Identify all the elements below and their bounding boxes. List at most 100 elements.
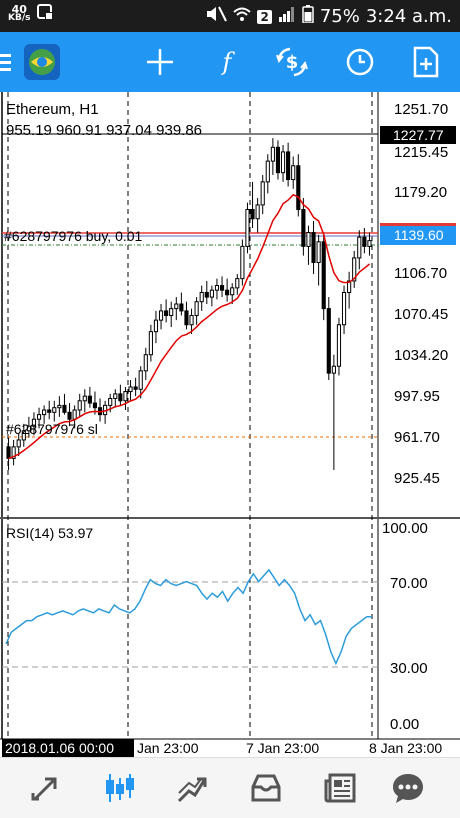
- screenshot-icon: [36, 3, 54, 25]
- candle-body: [301, 209, 306, 247]
- candle-body: [347, 280, 352, 293]
- candle-body: [199, 291, 204, 303]
- dollar-arrows-icon[interactable]: $: [272, 42, 312, 82]
- bottom-navigation: [0, 757, 460, 818]
- candle-body: [245, 209, 250, 247]
- candle-body: [367, 240, 372, 247]
- current-price-value: 1139.60: [394, 227, 444, 243]
- candle-body: [250, 209, 255, 220]
- status-bar: 40 KB/s 2 75% 3:24 a.m.: [0, 0, 460, 32]
- price-tick: 925.45: [394, 470, 440, 487]
- chart-area[interactable]: Ethereum, H1 955.19 960.91 937.04 939.86…: [0, 92, 460, 757]
- candle-body: [336, 324, 342, 367]
- clock-time: 3:24 a.m.: [365, 6, 452, 27]
- candlestick-series: [6, 138, 372, 470]
- candle-body: [235, 278, 240, 289]
- candle-body: [47, 409, 52, 413]
- candle-body: [362, 236, 367, 247]
- candle-body: [36, 414, 42, 420]
- candle-body: [133, 386, 138, 390]
- candle-body: [52, 407, 57, 413]
- battery-icon: [302, 5, 314, 28]
- stop-loss-label: #628797976 sl: [6, 421, 98, 437]
- rsi-line: [5, 568, 373, 666]
- time-tick: Jan 23:00: [137, 740, 199, 756]
- candle-body: [77, 400, 82, 411]
- candle-body: [189, 315, 194, 326]
- candle-body: [255, 204, 260, 220]
- chart-canvas[interactable]: Ethereum, H1 955.19 960.91 937.04 939.86…: [0, 92, 460, 757]
- candle-body: [67, 411, 72, 420]
- candle-body: [204, 291, 209, 298]
- price-tick: 1070.45: [394, 306, 448, 323]
- symbol-label: Ethereum, H1: [6, 101, 99, 118]
- hamburger-icon[interactable]: [0, 42, 16, 82]
- app-logo: [20, 42, 64, 82]
- price-tick: 1215.45: [394, 144, 448, 161]
- candle-body: [153, 319, 159, 333]
- candle-body: [179, 303, 184, 312]
- new-document-icon[interactable]: [406, 42, 446, 82]
- function-icon[interactable]: f: [207, 42, 247, 82]
- candle-body: [326, 308, 331, 374]
- candle-body: [209, 289, 214, 298]
- candle-body: [341, 291, 347, 326]
- candle-body: [214, 285, 220, 291]
- candle-body: [82, 395, 87, 402]
- candle-body: [291, 165, 296, 181]
- mute-icon: [205, 5, 228, 28]
- candle-body: [311, 232, 316, 264]
- candle-body: [138, 370, 143, 390]
- current-price-marker: 1139.60: [380, 223, 456, 245]
- candle-body: [286, 151, 291, 181]
- rsi-tick: 70.00: [390, 575, 428, 592]
- candle-body: [62, 404, 67, 413]
- price-tick: 1251.70: [394, 101, 448, 118]
- time-tick: 8 Jan 23:00: [369, 740, 442, 756]
- price-tick: 997.95: [394, 388, 440, 405]
- candle-body: [194, 301, 199, 317]
- trade-icon[interactable]: [170, 768, 214, 808]
- price-tick: 1106.70: [394, 265, 447, 282]
- high-price-marker: 1227.77: [380, 126, 456, 144]
- candle-body: [270, 146, 275, 162]
- candle-body: [275, 146, 281, 174]
- candle-body: [21, 430, 26, 441]
- candle-body: [31, 418, 37, 427]
- messages-icon[interactable]: [386, 768, 430, 808]
- candle-body: [260, 181, 265, 206]
- candle-body: [240, 245, 245, 280]
- time-tick-current: 2018.01.06 00:00: [5, 740, 114, 756]
- candle-body: [174, 303, 179, 310]
- candle-body: [6, 446, 11, 459]
- candle-body: [11, 446, 16, 459]
- candle-body: [128, 386, 133, 393]
- candle-body: [143, 354, 148, 372]
- candle-body: [219, 285, 225, 291]
- quotes-icon[interactable]: [24, 768, 68, 808]
- candle-body: [118, 393, 123, 402]
- svg-text:f: f: [221, 48, 236, 76]
- crosshair-icon[interactable]: [140, 42, 180, 82]
- wifi-icon: [233, 6, 252, 27]
- rsi-tick: 100.00: [382, 520, 428, 537]
- rsi-label: RSI(14) 53.97: [6, 525, 93, 541]
- svg-text:$: $: [286, 52, 299, 73]
- candle-body: [280, 151, 286, 174]
- high-price-value: 1227.77: [393, 127, 444, 143]
- candle-body: [92, 402, 98, 409]
- history-icon[interactable]: [244, 768, 288, 808]
- price-tick: 1179.20: [394, 184, 447, 201]
- time-tick: 7 Jan 23:00: [246, 740, 319, 756]
- candle-body: [42, 409, 47, 416]
- clock-icon[interactable]: [340, 42, 380, 82]
- candle-body: [331, 365, 336, 374]
- rsi-tick: 0.00: [390, 716, 419, 733]
- candle-body: [321, 241, 326, 310]
- news-icon[interactable]: [318, 768, 362, 808]
- toolbar: f $: [0, 32, 460, 92]
- candle-body: [164, 310, 169, 317]
- chart-icon[interactable]: [98, 768, 142, 808]
- rsi-tick: 30.00: [390, 660, 428, 677]
- candle-body: [230, 287, 235, 296]
